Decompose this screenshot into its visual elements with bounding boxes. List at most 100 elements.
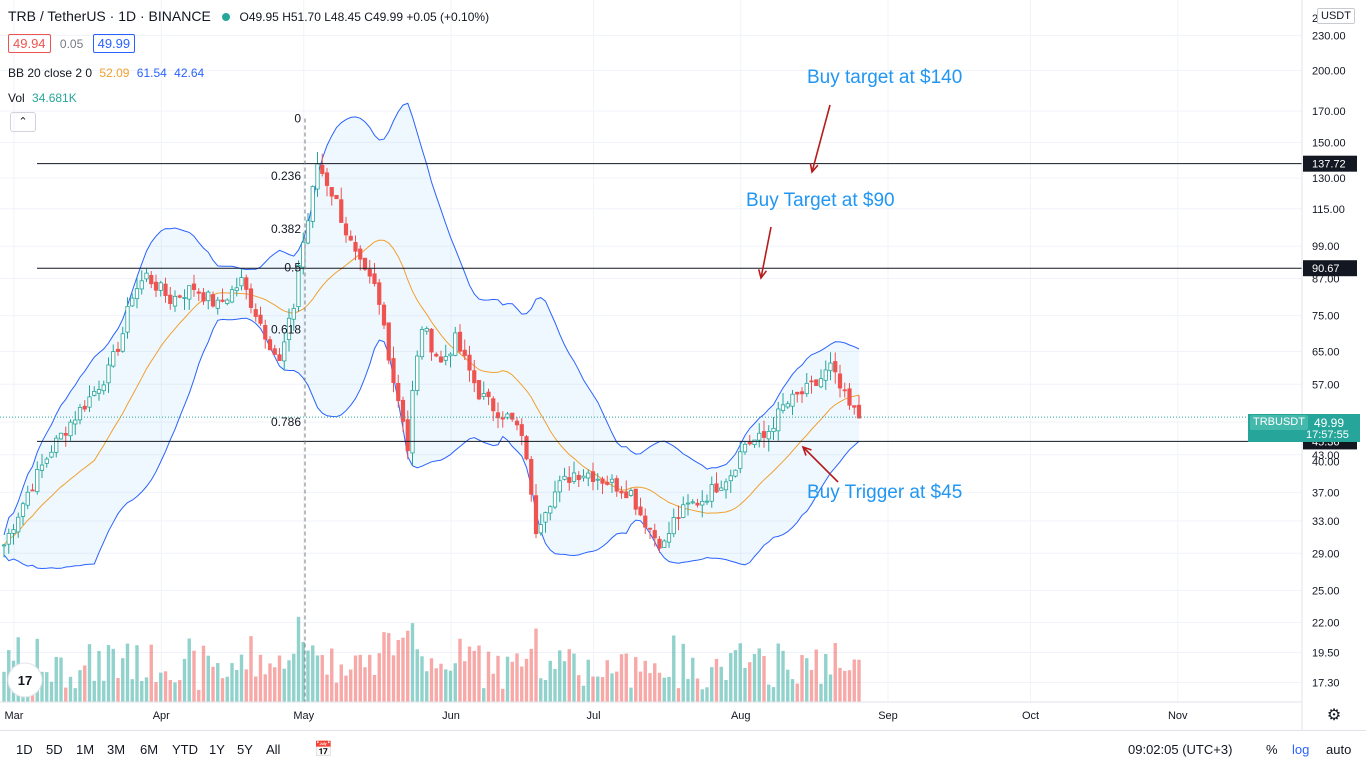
ohlc-change: +0.05 (+0.10%) [406, 10, 490, 24]
collapse-legend-button[interactable]: ⌃ [10, 112, 36, 132]
candle-body [543, 512, 548, 523]
range-button-6m[interactable]: 6M [140, 742, 159, 757]
settings-gear-icon[interactable]: ⚙ [1327, 707, 1341, 724]
svg-text:17: 17 [18, 673, 32, 688]
volume-bar [733, 650, 738, 702]
percent-toggle[interactable]: % [1266, 742, 1278, 757]
candle-body [286, 317, 292, 341]
volume-bar [610, 673, 614, 702]
volume-bar [795, 683, 799, 702]
volume-bar [159, 672, 163, 702]
candle-body [343, 223, 349, 236]
annotation-arrow[interactable] [811, 104, 831, 173]
bb-legend[interactable]: BB 20 close 2 0 52.09 61.54 42.64 [8, 66, 204, 80]
range-button-all[interactable]: All [266, 742, 281, 757]
volume-bar [429, 658, 434, 702]
candle-body [776, 408, 781, 432]
candle-body [272, 348, 277, 355]
annotation-arrow[interactable] [760, 226, 772, 279]
volume-bar [301, 641, 305, 702]
volume-bar [567, 649, 571, 702]
volume-bar [596, 676, 600, 702]
volume-bar [776, 643, 780, 702]
volume-bar [54, 656, 58, 702]
candle-body [761, 431, 767, 438]
volume-bar [714, 658, 719, 702]
annotation-arrowhead [809, 163, 819, 174]
volume-bar [463, 661, 467, 702]
volume-bar [187, 638, 191, 702]
auto-toggle[interactable]: auto [1326, 742, 1352, 757]
range-button-5y[interactable]: 5Y [237, 742, 253, 757]
candle-body [315, 163, 320, 190]
candle-body [82, 405, 87, 410]
sell-price-button[interactable]: 49.94 [8, 34, 51, 53]
volume-bar [847, 670, 852, 702]
candle-body [172, 295, 178, 307]
candle-body [134, 288, 140, 300]
y-tick-label: 170.00 [1312, 106, 1346, 118]
candle-body [87, 396, 92, 408]
chevron-up-icon: ⌃ [18, 116, 28, 128]
candle-body [818, 378, 824, 388]
annotation-arrow[interactable] [802, 446, 839, 483]
candle-body [476, 380, 482, 400]
candle-body [533, 495, 539, 535]
annotation-text[interactable]: Buy target at $140 [807, 67, 962, 88]
candle-body [443, 356, 448, 361]
volume-bar [102, 680, 106, 702]
range-button-1m[interactable]: 1M [76, 742, 95, 757]
volume-bar [339, 664, 343, 702]
calendar-goto-icon[interactable]: 📅 [314, 741, 333, 758]
candle-body [291, 308, 296, 320]
bb-label: BB 20 close 2 0 [8, 66, 93, 80]
candle-body [804, 382, 809, 395]
candle-body [590, 471, 596, 482]
candle-body [434, 353, 439, 357]
range-button-5d[interactable]: 5D [46, 742, 63, 757]
range-button-3m[interactable]: 3M [107, 742, 126, 757]
volume-bar [163, 671, 168, 702]
range-button-1d[interactable]: 1D [16, 742, 33, 757]
candle-body [320, 164, 325, 174]
range-button-ytd[interactable]: YTD [172, 742, 198, 757]
y-tick-label: 200.00 [1312, 65, 1346, 77]
bb-lower-value: 42.64 [174, 66, 205, 80]
volume-bar [64, 687, 68, 702]
candle-body [324, 172, 330, 186]
volume-bar [581, 685, 586, 702]
volume-bar [216, 663, 220, 702]
volume-bar [814, 649, 818, 702]
volume-bar [510, 661, 514, 702]
volume-bar [420, 656, 424, 702]
price-chart[interactable]: 0 0.236 0.382 0.5 0.618 0.786 Buy target at $… [0, 0, 1366, 730]
candle-body [500, 417, 505, 420]
clock-time[interactable]: 09:02:05 (UTC+3) [1128, 742, 1233, 757]
volume-bar [344, 675, 348, 702]
candle-body [415, 355, 420, 391]
range-button-1y[interactable]: 1Y [209, 742, 225, 757]
annotation-text[interactable]: Buy Target at $90 [746, 190, 895, 211]
annotation-text[interactable]: Buy Trigger at $45 [807, 482, 962, 503]
candle-body [20, 503, 26, 517]
currency-button[interactable]: USDT [1317, 8, 1355, 24]
candle-body [766, 431, 771, 440]
candle-body [372, 273, 377, 285]
log-toggle[interactable]: log [1292, 742, 1310, 757]
last-price-label: TRBUSDT 49.99 17:57:55 [1248, 414, 1360, 442]
last-price-value: 49.99 [1314, 416, 1345, 430]
candle-body [662, 540, 667, 548]
volume-legend[interactable]: Vol 34.681K [8, 91, 77, 105]
candle-body [263, 324, 268, 340]
x-tick-label: Oct [1022, 710, 1039, 722]
fib-level-label: 0.786 [271, 415, 301, 429]
buy-price-button[interactable]: 49.99 [92, 34, 136, 53]
candle-body [581, 475, 586, 479]
symbol-title[interactable]: TRB / TetherUS · 1D · BINANCE [8, 8, 211, 24]
candle-body [196, 291, 201, 294]
volume-bar [562, 661, 567, 702]
volume-bar [491, 673, 495, 702]
fib-level-label: 0.5 [284, 260, 301, 274]
y-tick-label: 29.00 [1312, 548, 1340, 560]
volume-bar [244, 669, 248, 702]
